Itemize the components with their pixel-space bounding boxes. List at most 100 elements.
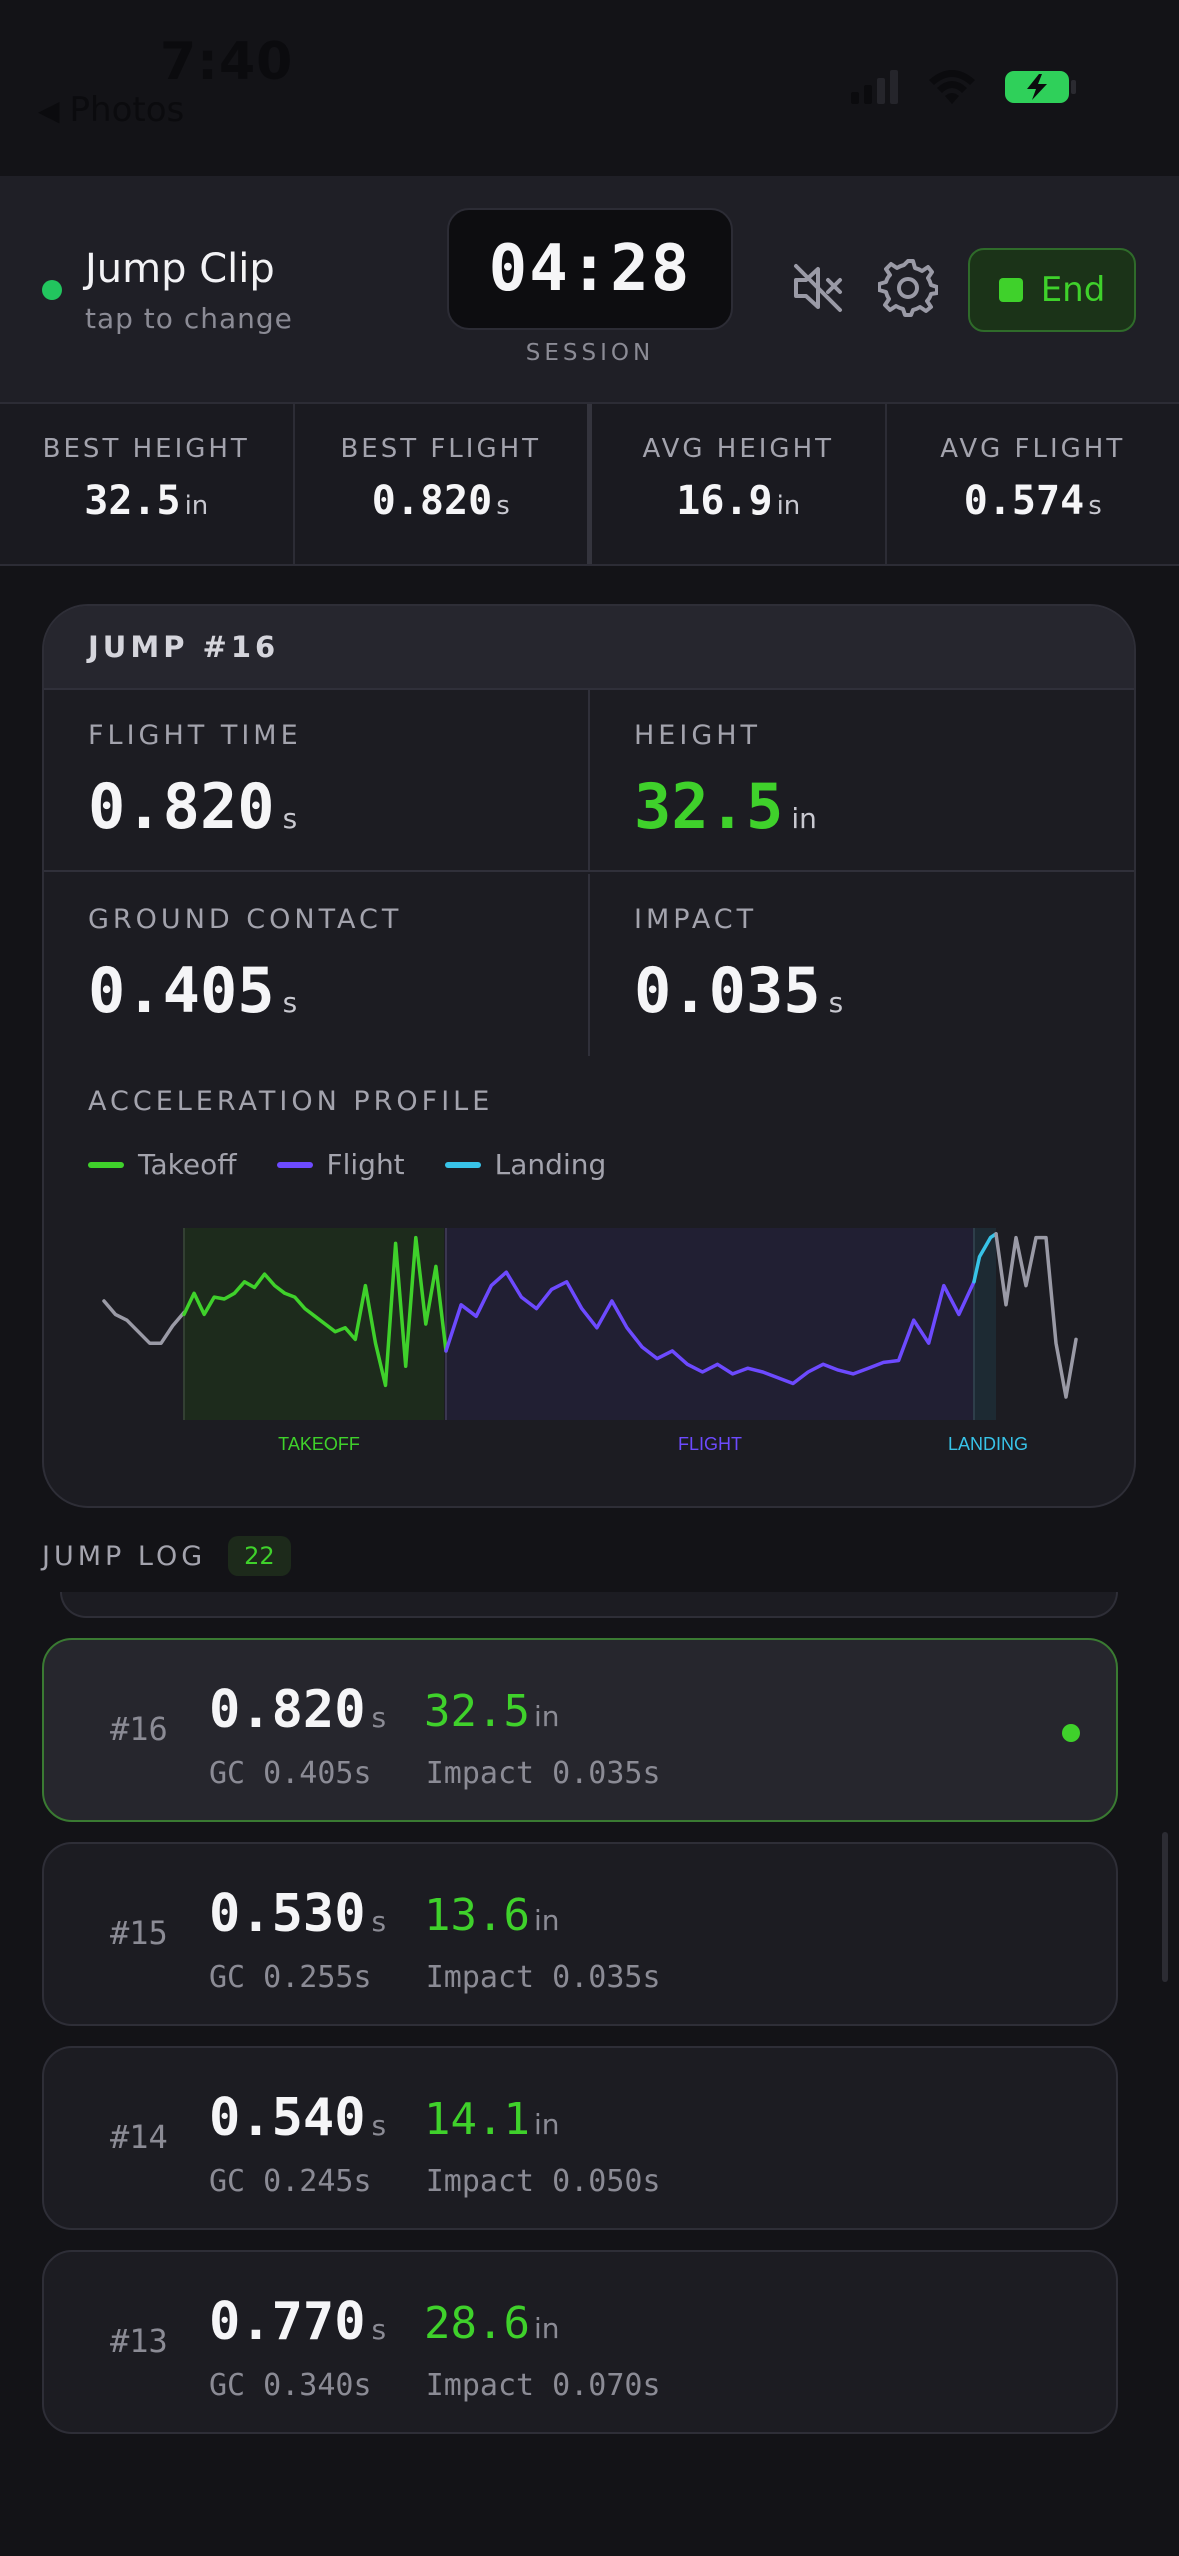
back-to-photos-link[interactable]: ◀ Photos [38,90,184,130]
metric-label: IMPACT [634,904,758,935]
legend-label: Takeoff [138,1148,237,1181]
legend-label: Flight [326,1148,405,1181]
metric-impact: IMPACT 0.035 s [590,874,1134,1056]
acceleration-profile-label: ACCELERATION PROFILE [88,1086,494,1117]
metric-value: 0.035 [634,954,821,1027]
log-item-height: 28.6 [424,2298,530,2349]
end-session-button[interactable]: End [968,248,1136,332]
scrollbar[interactable] [1162,1832,1168,1982]
stat-label: BEST FLIGHT [340,434,542,464]
log-item-height-unit: in [533,2312,560,2345]
metric-value: 0.405 [88,954,275,1027]
metric-unit: s [282,986,298,1019]
gear-icon [877,259,939,317]
log-item-14[interactable]: #14 0.540 s 14.1 in GC 0.245s Impact 0.050… [42,2046,1118,2230]
back-link-label: Photos [69,90,185,130]
selected-indicator-dot [1062,1724,1080,1742]
stat-label: AVG HEIGHT [642,434,835,464]
metric-flight-time: FLIGHT TIME 0.820 s [44,690,590,872]
log-item-flight: 0.820 [209,1680,366,1740]
log-item-height: 32.5 [424,1686,530,1737]
phase-label-flight: FLIGHT [678,1434,742,1454]
log-item-previous-edge[interactable] [60,1592,1118,1618]
legend-label: Landing [494,1148,607,1181]
log-item-details: GC 0.340s Impact 0.070s [209,2368,661,2403]
source-status-dot [42,280,62,300]
log-item-15[interactable]: #15 0.530 s 13.6 in GC 0.255s Impact 0.035… [42,1842,1118,2026]
end-button-label: End [1040,270,1106,310]
metric-value: 32.5 [634,770,784,843]
stat-avg-height: AVG HEIGHT 16.9 in [592,404,887,564]
log-item-height-unit: in [533,2108,560,2141]
log-item-flight-unit: s [371,2109,387,2142]
mute-button[interactable] [790,260,846,316]
log-item-16[interactable]: #16 0.820 s 32.5 in GC 0.405s Impact 0.035… [42,1638,1118,1822]
speaker-muted-icon [794,264,842,312]
stat-avg-flight: AVG FLIGHT 0.574 s [887,404,1179,564]
chart-series-group [102,1232,1078,1399]
stat-label: BEST HEIGHT [42,434,250,464]
jump-detail-card: JUMP #16 FLIGHT TIME 0.820 s HEIGHT 32.5 i… [42,604,1136,1508]
legend-flight: Flight [276,1148,405,1181]
log-item-details: GC 0.405s Impact 0.035s [209,1756,661,1791]
jump-card-title: JUMP #16 [44,606,1134,690]
signal-icon [851,70,898,104]
log-item-height-unit: in [533,1700,560,1733]
series-line-post [994,1232,1078,1399]
stat-best-height: BEST HEIGHT 32.5 in [0,404,295,564]
log-item-flight-unit: s [371,2313,387,2346]
metric-value: 0.820 [88,770,275,843]
stat-value: 0.820 [371,478,493,524]
landing-phase-band [974,1228,996,1420]
source-title[interactable]: Jump Clip [85,246,275,292]
log-item-height: 14.1 [424,2094,530,2145]
source-change-hint[interactable]: tap to change [85,302,293,335]
log-item-number: #13 [110,2322,168,2360]
log-item-13[interactable]: #13 0.770 s 28.6 in GC 0.340s Impact 0.070… [42,2250,1118,2434]
stat-value: 32.5 [84,478,181,524]
series-line-flight [444,1270,976,1386]
log-item-flight: 0.530 [209,1884,366,1944]
session-timer: 04:28 [447,208,733,330]
legend-landing: Landing [444,1148,607,1181]
metric-height: HEIGHT 32.5 in [590,690,1134,872]
status-bar: 7:40 ◀ Photos [0,0,1179,176]
status-time: 7:40 [160,32,294,92]
metric-label: HEIGHT [634,720,762,751]
log-item-number: #16 [110,1710,168,1748]
settings-button[interactable] [877,258,939,318]
log-item-details: GC 0.255s Impact 0.035s [209,1960,661,1995]
wifi-icon [929,70,975,104]
series-line-takeoff [182,1235,448,1388]
log-item-flight-unit: s [371,1905,387,1938]
session-stats-row: BEST HEIGHT 32.5 in BEST FLIGHT 0.820 s AV… [0,404,1179,566]
log-item-flight: 0.770 [209,2292,366,2352]
battery-charging-icon [1005,71,1076,103]
legend-takeoff: Takeoff [88,1148,237,1181]
metric-label: FLIGHT TIME [88,720,302,751]
legend-swatch [276,1161,313,1168]
phase-label-landing: LANDING [948,1434,1028,1454]
back-arrow-icon: ◀ [38,93,60,127]
jump-log-title: JUMP LOG [42,1540,207,1572]
stat-unit: in [776,491,801,521]
log-item-details: GC 0.245s Impact 0.050s [209,2164,661,2199]
metric-ground-contact: GROUND CONTACT 0.405 s [44,874,590,1056]
stat-unit: s [496,491,510,521]
stat-label: AVG FLIGHT [940,434,1126,464]
stat-best-flight: BEST FLIGHT 0.820 s [295,404,592,564]
session-header: Jump Clip tap to change 04:28 SESSION En… [0,176,1179,404]
jump-log-header: JUMP LOG 22 [42,1536,291,1576]
jump-log-count-badge: 22 [228,1536,291,1576]
log-item-height: 13.6 [424,1890,530,1941]
metric-unit: in [791,802,817,835]
stat-unit: s [1088,491,1102,521]
session-timer-label: SESSION [525,340,655,366]
series-line-landing [972,1232,998,1284]
metric-label: GROUND CONTACT [88,904,403,935]
legend-swatch [88,1161,124,1168]
log-item-height-unit: in [533,1904,560,1937]
log-item-number: #14 [110,2118,168,2156]
takeoff-phase-band [184,1228,444,1420]
series-line-pre [102,1299,186,1345]
